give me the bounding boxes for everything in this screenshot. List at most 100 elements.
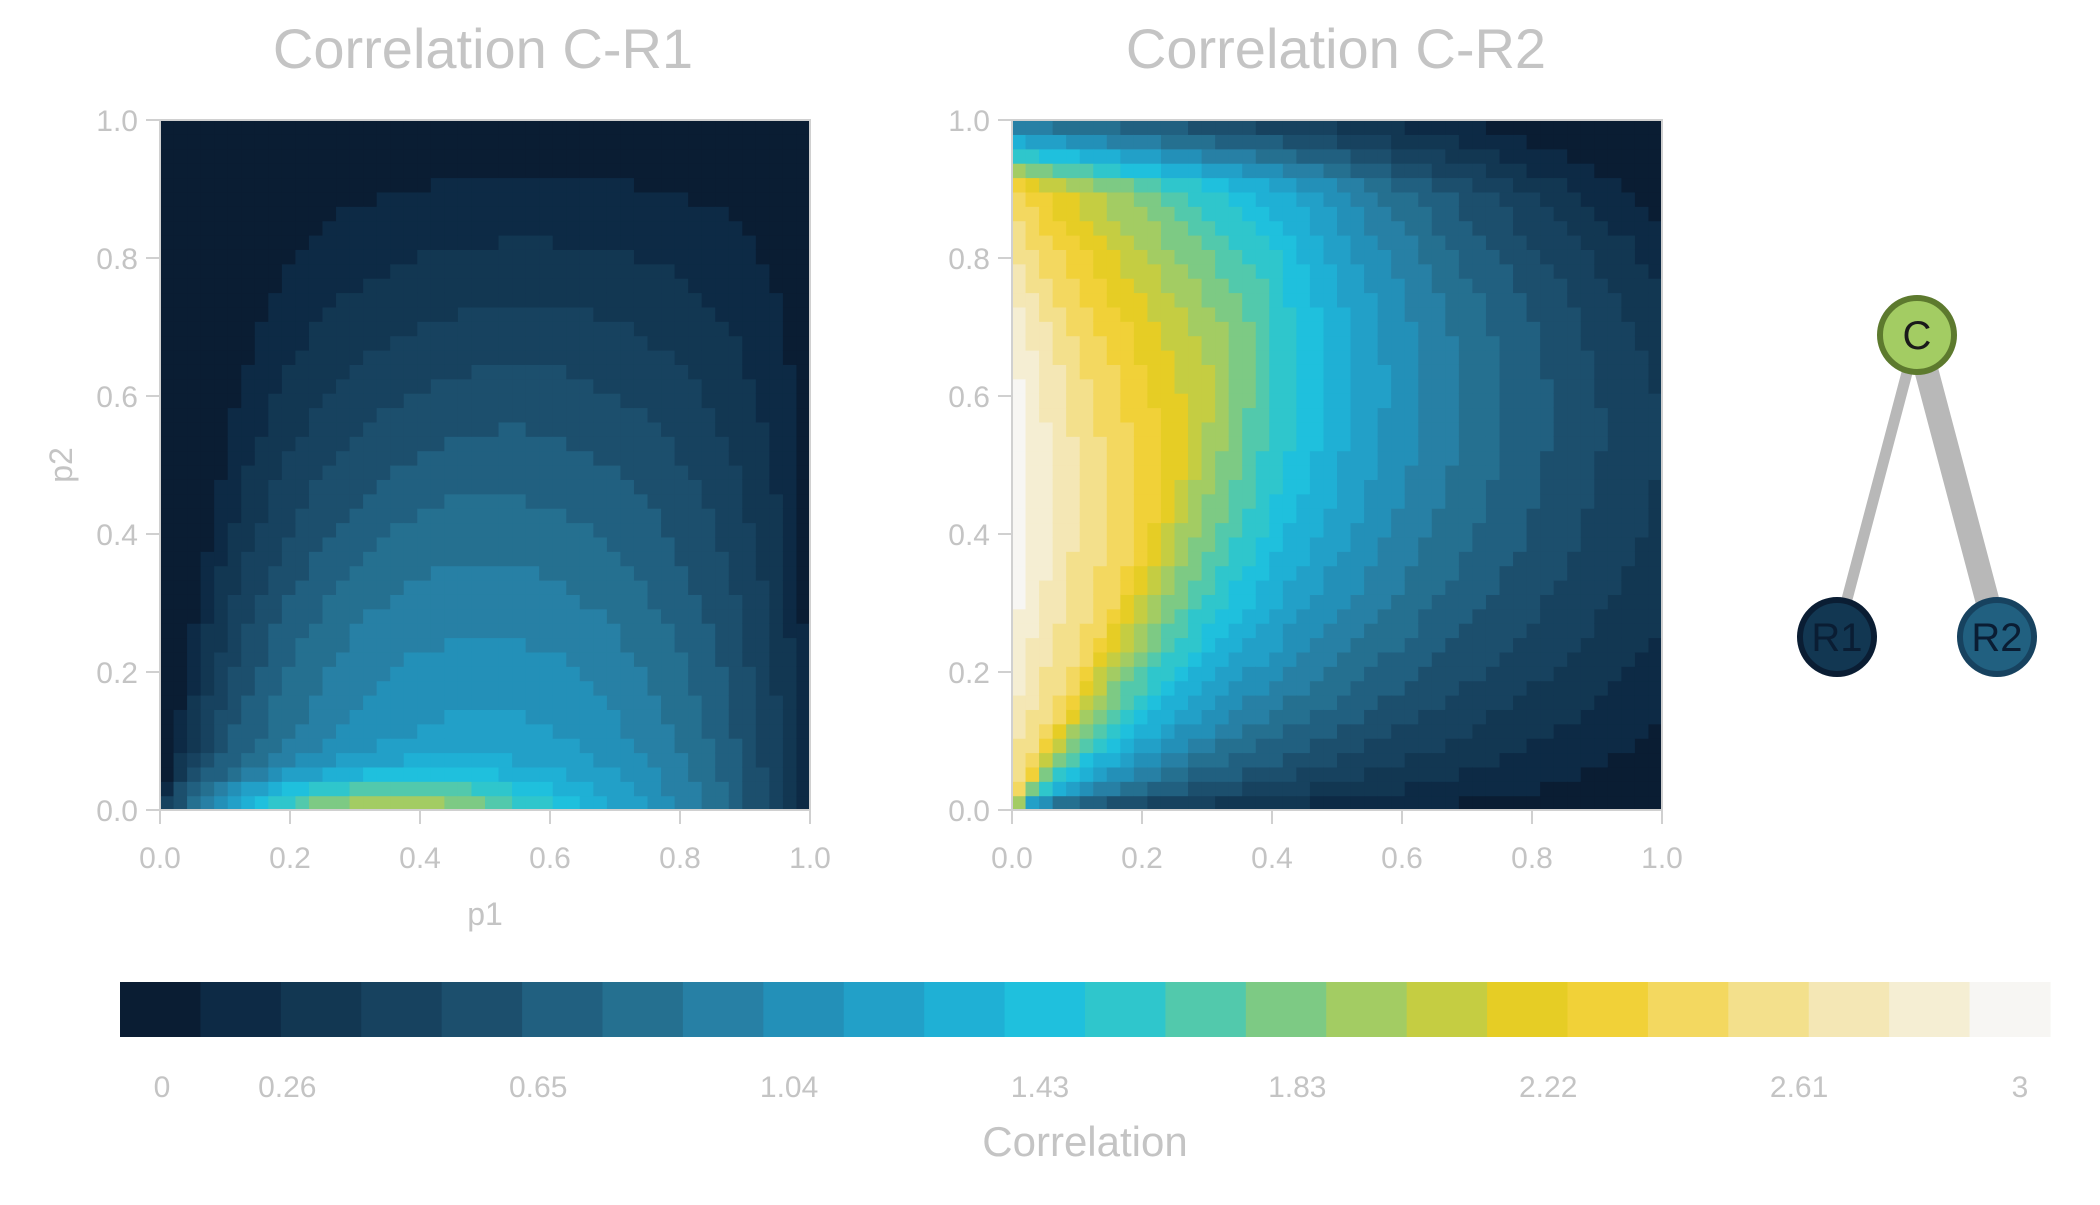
- heatmap-cell: [1458, 536, 1474, 552]
- heatmap-cell: [200, 479, 215, 495]
- heatmap-cell: [1499, 479, 1514, 495]
- heatmap-cell: [1431, 364, 1446, 380]
- heatmap-cell: [1039, 479, 1054, 495]
- heatmap-cell: [1201, 134, 1216, 150]
- heatmap-cell: [444, 249, 459, 265]
- heatmap-cell: [1526, 680, 1541, 696]
- heatmap-cell: [1282, 536, 1297, 552]
- heatmap-cell: [1120, 465, 1135, 480]
- heatmap-cell: [769, 450, 784, 466]
- heatmap-cell: [1364, 709, 1379, 725]
- heatmap-cell: [1364, 666, 1379, 682]
- heatmap-cell: [308, 350, 324, 365]
- heatmap-cell: [633, 465, 649, 480]
- heatmap-cell: [1133, 565, 1149, 581]
- heatmap-cell: [268, 436, 283, 452]
- heatmap-cell: [430, 407, 445, 423]
- heatmap-cell: [308, 177, 324, 193]
- heatmap-cell: [1404, 651, 1419, 667]
- heatmap-cell: [1255, 206, 1270, 222]
- heatmap-cell: [200, 450, 215, 466]
- heatmap-cell: [268, 364, 283, 380]
- heatmap-cell: [525, 177, 540, 193]
- heatmap-cell: [1215, 206, 1230, 222]
- heatmap-cell: [1540, 278, 1555, 294]
- heatmap-cell: [782, 695, 798, 710]
- heatmap-cell: [1255, 163, 1270, 179]
- heatmap-cell: [755, 479, 770, 495]
- heatmap-cell: [539, 522, 554, 538]
- heatmap-cell: [349, 465, 364, 480]
- heatmap-cell: [444, 508, 459, 524]
- heatmap-cell: [1052, 752, 1067, 768]
- heatmap-cell: [674, 623, 689, 639]
- heatmap-cell: [512, 465, 527, 480]
- heatmap-cell: [1012, 134, 1027, 150]
- heatmap-cell: [1269, 177, 1284, 193]
- heatmap-cell: [1025, 580, 1040, 595]
- heatmap-cell: [579, 766, 594, 782]
- heatmap-cell: [1066, 695, 1081, 710]
- heatmap-cell: [444, 177, 459, 193]
- heatmap-cell: [525, 292, 540, 308]
- heatmap-cell: [349, 350, 364, 365]
- heatmap-cell: [633, 321, 649, 337]
- heatmap-cell: [430, 220, 445, 236]
- heatmap-cell: [1066, 450, 1081, 466]
- heatmap-cell: [295, 364, 310, 380]
- heatmap-cell: [485, 551, 500, 567]
- heatmap-cell: [1106, 177, 1121, 193]
- heatmap-cell: [647, 335, 662, 351]
- heatmap-cell: [674, 709, 689, 725]
- heatmap-cell: [1215, 608, 1230, 624]
- heatmap-cell: [1269, 637, 1284, 653]
- heatmap-cell: [1567, 594, 1582, 610]
- heatmap-cell: [525, 536, 540, 552]
- heatmap-cell: [1621, 565, 1636, 581]
- heatmap-cell: [1012, 393, 1027, 409]
- heatmap-cell: [782, 407, 798, 423]
- heatmap-cell: [349, 680, 364, 696]
- heatmap-cell: [417, 623, 432, 639]
- heatmap-cell: [1079, 235, 1094, 250]
- heatmap-cell: [1337, 235, 1352, 250]
- heatmap-cell: [268, 249, 283, 265]
- heatmap-cell: [1025, 551, 1040, 567]
- heatmap-cell: [363, 120, 378, 135]
- heatmap-cell: [1337, 335, 1352, 351]
- heatmap-cell: [417, 163, 432, 179]
- heatmap-cell: [336, 580, 351, 595]
- heatmap-cell: [1499, 249, 1514, 265]
- heatmap-cell: [281, 450, 297, 466]
- heatmap-cell: [1309, 479, 1325, 495]
- heatmap-cell: [606, 637, 622, 653]
- heatmap-cell: [647, 608, 662, 624]
- heatmap-cell: [1499, 752, 1514, 768]
- heatmap-cell: [498, 163, 513, 179]
- heatmap-cell: [349, 565, 364, 581]
- heatmap-cell: [376, 350, 391, 365]
- heatmap-cell: [755, 795, 770, 811]
- heatmap-cell: [363, 723, 378, 739]
- heatmap-cell: [728, 206, 743, 222]
- heatmap-cell: [1012, 680, 1027, 696]
- heatmap-cell: [1634, 493, 1650, 509]
- heatmap-cell: [1567, 536, 1582, 552]
- heatmap-cell: [593, 206, 608, 222]
- heatmap-cell: [1147, 120, 1162, 135]
- heatmap-cell: [674, 738, 689, 754]
- heatmap-cell: [1052, 465, 1067, 480]
- heatmap-cell: [674, 306, 689, 322]
- heatmap-cell: [471, 623, 486, 639]
- heatmap-cell: [295, 350, 310, 365]
- heatmap-cell: [295, 263, 310, 279]
- heatmap-cell: [1282, 493, 1297, 509]
- heatmap-cell: [200, 781, 215, 797]
- heatmap-cell: [674, 536, 689, 552]
- heatmap-cell: [539, 220, 554, 236]
- heatmap-cell: [363, 191, 378, 207]
- heatmap-cell: [1594, 551, 1609, 567]
- heatmap-cell: [349, 781, 364, 797]
- heatmap-cell: [1404, 493, 1419, 509]
- heatmap-cell: [1431, 235, 1446, 250]
